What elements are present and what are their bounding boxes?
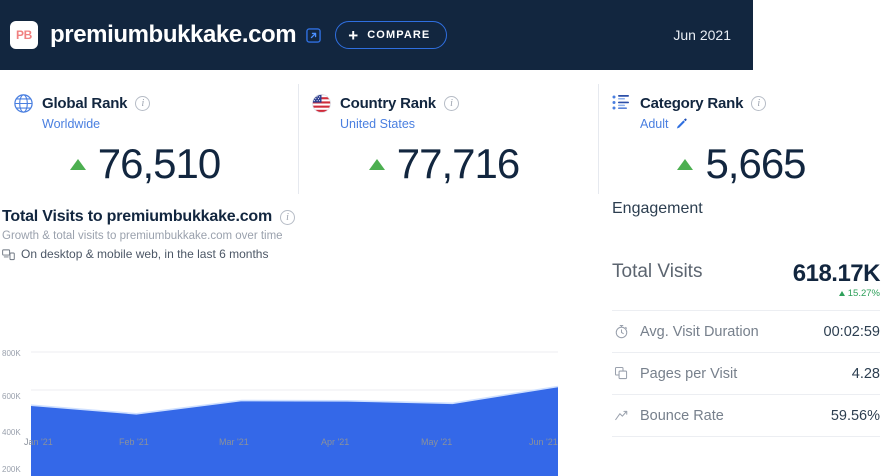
global-rank-subtitle: Worldwide xyxy=(42,117,101,131)
pages-per-visit-value: 4.28 xyxy=(851,365,880,382)
y-tick-label: 200K xyxy=(2,465,21,474)
country-rank-header: Country Rank i xyxy=(298,70,598,114)
category-rank-value-row: 5,665 xyxy=(598,143,893,185)
devices-icon xyxy=(2,248,15,261)
x-tick-label: Jun '21 xyxy=(529,437,558,447)
x-tick-label: Mar '21 xyxy=(219,437,249,447)
total-visits-section: Total Visits to premiumbukkake.com i Gro… xyxy=(0,200,598,476)
x-tick-label: Apr '21 xyxy=(321,437,350,447)
total-visits-label: Total Visits xyxy=(612,261,703,282)
y-tick-label: 600K xyxy=(2,392,21,401)
chart-meta: On desktop & mobile web, in the last 6 m… xyxy=(0,242,598,261)
bounce-rate-row: Bounce Rate 59.56% xyxy=(612,395,880,437)
trend-up-icon xyxy=(677,158,694,170)
page-header: PB premiumbukkake.com + COMPARE Jun 2021 xyxy=(0,0,753,70)
chart-area-path xyxy=(31,386,558,476)
pages-per-visit-row: Pages per Visit 4.28 xyxy=(612,353,880,395)
us-flag-icon xyxy=(310,92,332,114)
site-logo-text: PB xyxy=(15,28,33,42)
info-icon[interactable]: i xyxy=(135,95,151,111)
chart-title: Total Visits to premiumbukkake.com xyxy=(2,208,273,225)
category-rank-title: Category Rank xyxy=(640,94,744,112)
country-rank-value: 77,716 xyxy=(396,140,520,187)
total-visits-value: 618.17K xyxy=(792,260,881,287)
total-visits-delta-value: 15.27% xyxy=(847,288,880,300)
chart-meta-text: On desktop & mobile web, in the last 6 m… xyxy=(21,247,269,261)
external-link-icon[interactable] xyxy=(306,27,321,43)
category-rank-value: 5,665 xyxy=(705,140,806,187)
country-rank-title: Country Rank xyxy=(340,94,436,112)
pages-icon xyxy=(612,366,630,381)
globe-icon xyxy=(12,92,34,114)
rank-divider-2 xyxy=(598,84,599,194)
compare-plus-icon: + xyxy=(348,25,360,45)
info-icon[interactable]: i xyxy=(751,95,767,111)
country-rank-subtitle: United States xyxy=(340,117,416,131)
country-rank-value-row: 77,716 xyxy=(298,143,598,185)
global-rank-header: Global Rank i xyxy=(0,70,298,114)
category-rank-subtitle-link[interactable]: Adult xyxy=(640,117,893,131)
bounce-rate-value: 59.56% xyxy=(830,407,880,424)
category-rank-card: Category Rank i Adult 5,665 xyxy=(598,70,893,198)
country-rank-subtitle-link[interactable]: United States xyxy=(340,117,598,131)
global-rank-value: 76,510 xyxy=(97,140,221,187)
category-rank-header: Category Rank i xyxy=(598,70,893,114)
avg-visit-duration-label: Avg. Visit Duration xyxy=(640,323,759,340)
compare-button[interactable]: + COMPARE xyxy=(335,21,448,49)
global-rank-subtitle-link[interactable]: Worldwide xyxy=(42,117,298,131)
bounce-icon xyxy=(612,408,630,423)
delta-up-icon xyxy=(838,291,845,297)
pages-per-visit-label: Pages per Visit xyxy=(640,365,738,382)
x-tick-label: May '21 xyxy=(421,437,453,447)
rank-divider-1 xyxy=(298,84,299,194)
chart-line-path xyxy=(30,385,559,415)
engagement-panel: Total Visits 618.17K 15.27% Avg. Visit D… xyxy=(612,255,881,437)
total-visits-delta: 15.27% xyxy=(793,288,880,299)
y-tick-label: 400K xyxy=(2,428,21,437)
global-rank-value-row: 76,510 xyxy=(0,143,298,185)
y-tick-label: 800K xyxy=(2,349,21,358)
global-rank-card: Global Rank i Worldwide 76,510 xyxy=(0,70,298,198)
total-visits-values: 618.17K 15.27% xyxy=(792,260,881,299)
x-tick-label: Feb '21 xyxy=(119,437,149,447)
info-icon[interactable]: i xyxy=(280,209,296,225)
total-visits-row: Total Visits 618.17K 15.27% xyxy=(612,255,881,311)
global-rank-title: Global Rank xyxy=(42,94,128,112)
category-rank-subtitle: Adult xyxy=(640,117,669,131)
edit-pencil-icon[interactable] xyxy=(675,118,688,131)
header-date: Jun 2021 xyxy=(673,27,731,43)
site-name: premiumbukkake.com xyxy=(50,21,297,48)
engagement-heading: Engagement xyxy=(612,200,703,217)
bounce-rate-label: Bounce Rate xyxy=(640,407,724,424)
stopwatch-icon xyxy=(612,324,630,339)
category-list-icon xyxy=(610,92,632,114)
chart-header: Total Visits to premiumbukkake.com i xyxy=(0,200,598,226)
chart-plot-area xyxy=(30,351,559,476)
trend-up-icon xyxy=(69,158,86,170)
site-logo: PB xyxy=(10,21,38,49)
total-visits-chart[interactable]: 800K 600K 400K 200K 0 Jan '21 Feb '21 Ma… xyxy=(0,267,598,476)
info-icon[interactable]: i xyxy=(443,95,459,111)
country-rank-card: Country Rank i United States 77,716 xyxy=(298,70,598,198)
x-tick-label: Jan '21 xyxy=(24,437,53,447)
compare-button-label: COMPARE xyxy=(367,29,431,41)
chart-subtitle: Growth & total visits to premiumbukkake.… xyxy=(2,230,283,242)
rank-cards-row: Global Rank i Worldwide 76,510 xyxy=(0,70,893,198)
trend-up-icon xyxy=(368,158,385,170)
avg-visit-duration-value: 00:02:59 xyxy=(823,323,880,340)
avg-visit-duration-row: Avg. Visit Duration 00:02:59 xyxy=(612,311,880,353)
